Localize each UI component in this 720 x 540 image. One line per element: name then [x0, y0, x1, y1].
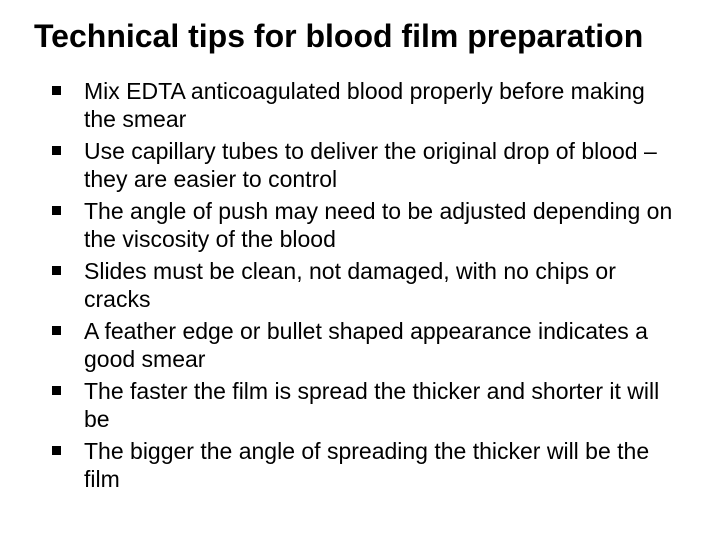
list-item: Slides must be clean, not damaged, with … — [52, 257, 676, 313]
list-item-text: The faster the film is spread the thicke… — [84, 378, 659, 432]
square-bullet-icon — [52, 146, 61, 155]
list-item-text: The angle of push may need to be adjuste… — [84, 198, 672, 252]
list-item-text: A feather edge or bullet shaped appearan… — [84, 318, 648, 372]
list-item-text: Slides must be clean, not damaged, with … — [84, 258, 616, 312]
list-item: The angle of push may need to be adjuste… — [52, 197, 676, 253]
square-bullet-icon — [52, 326, 61, 335]
list-item: The bigger the angle of spreading the th… — [52, 437, 676, 493]
square-bullet-icon — [52, 446, 61, 455]
list-item-text: Use capillary tubes to deliver the origi… — [84, 138, 657, 192]
square-bullet-icon — [52, 86, 61, 95]
list-item: The faster the film is spread the thicke… — [52, 377, 676, 433]
list-item: Use capillary tubes to deliver the origi… — [52, 137, 676, 193]
square-bullet-icon — [52, 206, 61, 215]
square-bullet-icon — [52, 266, 61, 275]
list-item-text: The bigger the angle of spreading the th… — [84, 438, 649, 492]
square-bullet-icon — [52, 386, 61, 395]
list-item-text: Mix EDTA anticoagulated blood properly b… — [84, 78, 645, 132]
bullet-list: Mix EDTA anticoagulated blood properly b… — [34, 77, 686, 494]
list-item: Mix EDTA anticoagulated blood properly b… — [52, 77, 676, 133]
list-item: A feather edge or bullet shaped appearan… — [52, 317, 676, 373]
slide-title: Technical tips for blood film preparatio… — [34, 18, 686, 55]
slide: Technical tips for blood film preparatio… — [0, 0, 720, 540]
